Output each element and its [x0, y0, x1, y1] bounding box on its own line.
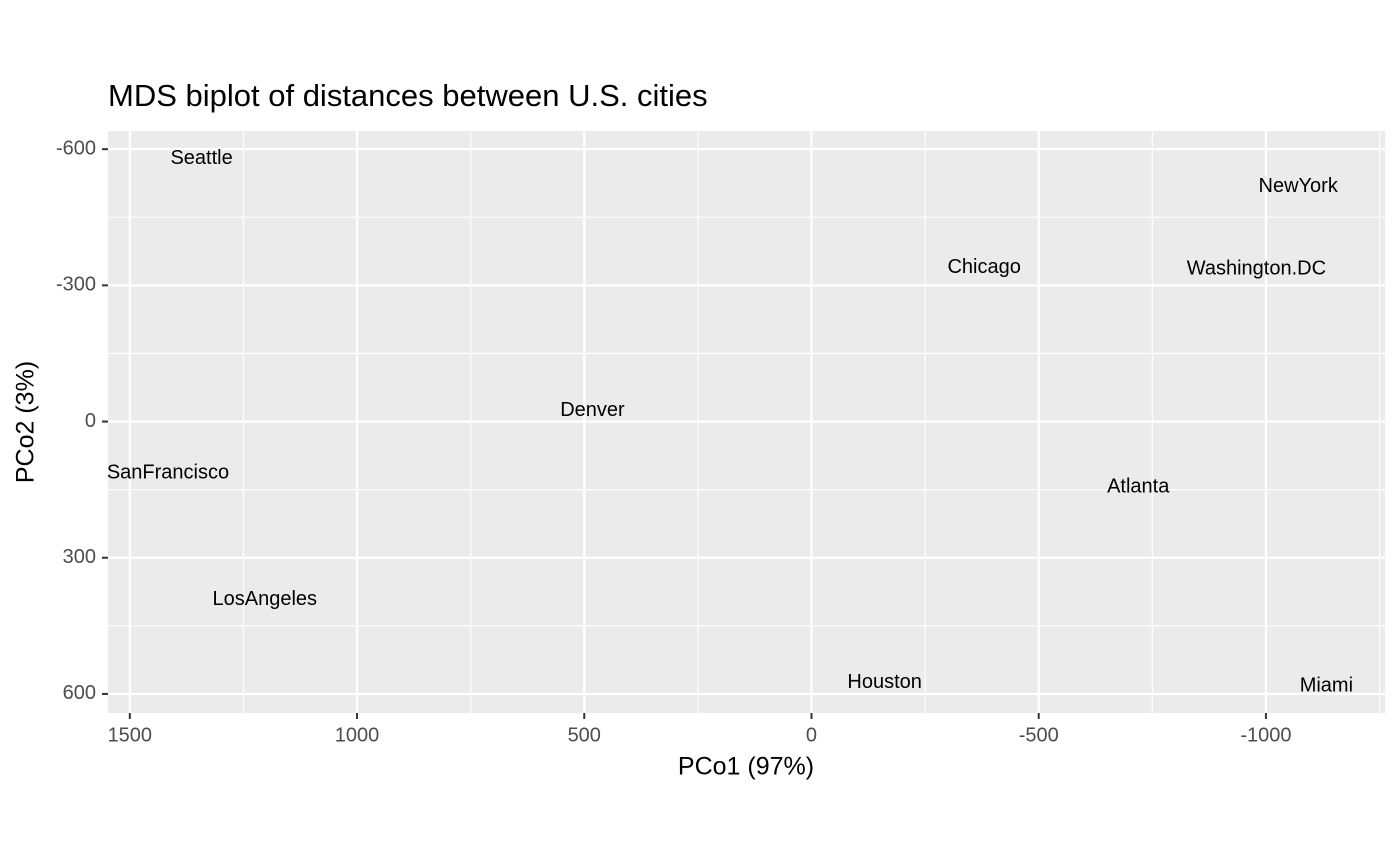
- point-label: Seattle: [170, 147, 232, 169]
- y-tick-label: -600: [56, 137, 96, 159]
- x-axis-title: PCo1 (97%): [678, 753, 814, 781]
- x-tick-label: -1000: [1240, 724, 1291, 746]
- y-axis-title: PCo2 (3%): [12, 361, 40, 483]
- x-tick-label: 1500: [108, 724, 153, 746]
- point-label: NewYork: [1259, 175, 1339, 197]
- point-label: SanFrancisco: [107, 462, 229, 484]
- plot-area: Seattle NewYork Chicago Washington.DC Denver…: [107, 131, 1385, 713]
- point-label: LosAngeles: [213, 588, 318, 610]
- x-tick-label: 1000: [335, 724, 380, 746]
- y-tick-label: 0: [85, 410, 96, 432]
- point-label: Miami: [1300, 674, 1353, 696]
- point-label: Denver: [560, 399, 625, 421]
- x-tick-label: 0: [806, 724, 817, 746]
- y-tick-label: 600: [63, 682, 96, 704]
- chart-title: MDS biplot of distances between U.S. cit…: [108, 78, 708, 113]
- point-label: Atlanta: [1107, 476, 1170, 498]
- y-tick-label: -300: [56, 274, 96, 296]
- point-label: Houston: [847, 671, 922, 693]
- x-tick-label: -500: [1019, 724, 1059, 746]
- x-tick-label: 500: [568, 724, 601, 746]
- y-tick-label: 300: [63, 546, 96, 568]
- point-label: Chicago: [947, 256, 1020, 278]
- point-label: Washington.DC: [1187, 258, 1326, 280]
